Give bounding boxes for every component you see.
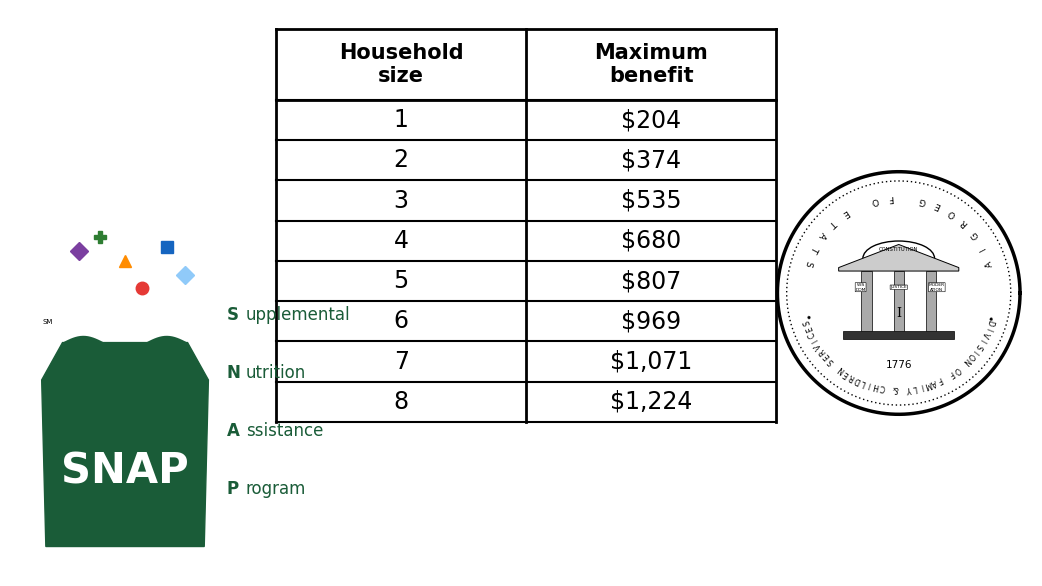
Text: R: R xyxy=(847,372,857,382)
Text: C: C xyxy=(879,383,886,393)
Text: H: H xyxy=(872,381,880,391)
Text: E: E xyxy=(841,208,850,219)
Text: 8: 8 xyxy=(394,390,408,414)
Text: WIS
DOM: WIS DOM xyxy=(855,283,866,291)
Text: $204: $204 xyxy=(621,108,681,132)
Text: V: V xyxy=(979,331,990,339)
Text: M: M xyxy=(923,379,933,390)
Text: utrition: utrition xyxy=(246,364,306,382)
Text: L: L xyxy=(860,377,867,387)
Text: Household
size: Household size xyxy=(339,43,464,86)
Text: F: F xyxy=(947,369,956,379)
Text: I: I xyxy=(970,347,979,355)
Text: F: F xyxy=(936,374,944,384)
Text: 7: 7 xyxy=(394,350,408,373)
Text: G: G xyxy=(918,195,927,205)
Text: E: E xyxy=(822,352,832,361)
Text: Maximum
benefit: Maximum benefit xyxy=(594,43,709,86)
Text: rogram: rogram xyxy=(246,480,306,498)
Text: E: E xyxy=(804,325,815,333)
Text: L: L xyxy=(912,383,918,392)
Text: S: S xyxy=(973,342,984,350)
FancyBboxPatch shape xyxy=(861,271,871,331)
Text: E: E xyxy=(934,200,942,210)
Text: I: I xyxy=(979,246,988,252)
Text: S: S xyxy=(802,319,813,326)
Text: $535: $535 xyxy=(621,189,681,213)
Text: S: S xyxy=(826,356,836,366)
Text: G: G xyxy=(969,230,981,240)
Text: I: I xyxy=(811,338,820,343)
Text: A: A xyxy=(929,377,938,387)
Text: $1,224: $1,224 xyxy=(610,390,693,414)
Text: $1,071: $1,071 xyxy=(611,350,692,373)
Text: O: O xyxy=(946,207,958,219)
Text: I: I xyxy=(867,380,872,389)
Text: Y: Y xyxy=(905,384,912,393)
Text: MODER
ATION: MODER ATION xyxy=(928,283,945,291)
FancyBboxPatch shape xyxy=(926,271,937,331)
FancyBboxPatch shape xyxy=(894,271,903,331)
Text: O: O xyxy=(951,364,962,375)
Text: I: I xyxy=(983,326,992,332)
Text: F: F xyxy=(888,193,894,202)
Text: &: & xyxy=(892,384,898,393)
Text: 6: 6 xyxy=(394,309,408,333)
Text: C: C xyxy=(808,331,818,339)
Text: 5: 5 xyxy=(394,269,408,293)
Text: I: I xyxy=(896,307,901,321)
Text: D: D xyxy=(853,374,863,385)
Polygon shape xyxy=(42,343,208,547)
Text: $374: $374 xyxy=(621,148,681,172)
Text: S: S xyxy=(227,306,239,324)
Text: V: V xyxy=(814,341,824,350)
Text: 1776: 1776 xyxy=(886,360,912,370)
Text: O: O xyxy=(870,195,879,205)
Text: N: N xyxy=(961,356,971,366)
Text: R: R xyxy=(817,346,827,356)
Text: $969: $969 xyxy=(621,309,681,333)
Text: N: N xyxy=(836,364,846,375)
Text: P: P xyxy=(227,480,239,498)
Text: CONSTITUTION: CONSTITUTION xyxy=(879,247,918,251)
Text: 4: 4 xyxy=(394,229,408,253)
Text: E: E xyxy=(842,368,851,379)
Text: •: • xyxy=(986,314,997,322)
Text: I: I xyxy=(919,381,923,391)
Polygon shape xyxy=(839,244,959,271)
Text: A: A xyxy=(227,422,240,440)
Text: A: A xyxy=(817,230,827,240)
Text: R: R xyxy=(959,217,970,229)
Text: $680: $680 xyxy=(621,229,681,253)
Text: O: O xyxy=(965,351,976,362)
Text: N: N xyxy=(227,364,241,382)
Text: 1: 1 xyxy=(394,108,408,132)
Text: ssistance: ssistance xyxy=(246,422,323,440)
Text: T: T xyxy=(828,218,838,228)
Text: JUSTICE: JUSTICE xyxy=(890,285,908,289)
Text: SM: SM xyxy=(43,319,53,325)
Text: SNAP: SNAP xyxy=(61,451,189,493)
Text: $807: $807 xyxy=(621,269,681,293)
Text: D: D xyxy=(985,318,995,327)
Text: 2: 2 xyxy=(394,148,408,172)
Text: •: • xyxy=(800,314,812,322)
Text: upplemental: upplemental xyxy=(246,306,350,324)
Text: A: A xyxy=(985,259,995,268)
Text: T: T xyxy=(809,244,819,253)
Text: S: S xyxy=(802,259,813,267)
FancyBboxPatch shape xyxy=(843,331,954,339)
Text: 3: 3 xyxy=(394,189,408,213)
Text: I: I xyxy=(977,338,987,343)
